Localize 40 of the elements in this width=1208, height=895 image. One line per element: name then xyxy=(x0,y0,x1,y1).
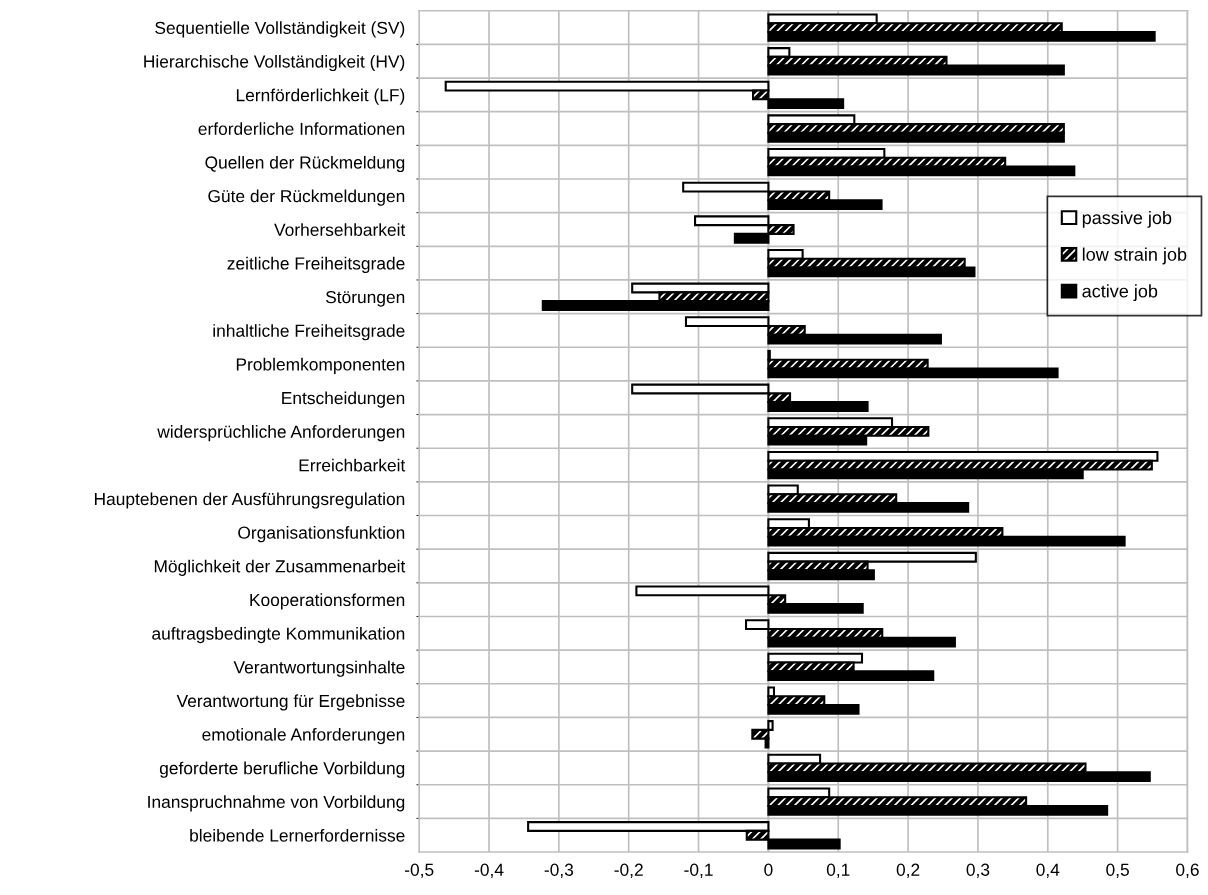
x-tick-label: 0,4 xyxy=(1036,863,1060,878)
y-tick-label: Möglichkeit der Zusammenarbeit xyxy=(154,559,406,576)
x-tick-label: 0,6 xyxy=(1176,863,1199,878)
y-tick-label: Verantwortung für Ergebnisse xyxy=(176,694,405,711)
x-tick-label: 0,3 xyxy=(966,863,990,878)
y-tick-label: widersprüchliche Anforderungen xyxy=(157,425,405,442)
y-tick-label: Hierarchische Vollständigkeit (HV) xyxy=(144,54,405,72)
y-tick-label: emotionale Anforderungen xyxy=(202,727,405,745)
x-tick-label: -0,1 xyxy=(684,863,713,878)
y-tick-label: Inanspruchnahme von Vorbildung xyxy=(148,795,405,812)
x-tick-label: 0,5 xyxy=(1106,863,1129,878)
x-tick-label: 0 xyxy=(764,863,773,876)
y-tick-label: Güte der Rückmeldungen xyxy=(208,189,405,206)
legend-label: passive job xyxy=(1082,210,1172,228)
y-tick-label: auftragsbedingte Kommunikation xyxy=(152,627,405,644)
y-tick-label: geforderte berufliche Vorbildung xyxy=(159,761,405,778)
y-tick-label: Quellen der Rückmeldung xyxy=(205,155,405,173)
y-tick-label: Vorhersehbarkeit xyxy=(274,223,406,236)
legend-label: active job xyxy=(1082,284,1158,302)
y-tick-label: Problemkomponenten xyxy=(236,357,405,374)
legend-label: low strain job xyxy=(1082,247,1187,265)
y-tick-label: Verantwortungsinhalte xyxy=(233,660,405,677)
y-tick-label: Störungen xyxy=(325,290,405,307)
y-tick-label: bleibende Lernerfordernisse xyxy=(190,828,405,842)
x-tick-label: -0,4 xyxy=(474,863,504,878)
y-tick-label: inhaltliche Freiheitsgrade xyxy=(213,324,405,341)
x-tick-label: -0,2 xyxy=(614,863,643,878)
y-tick-label: zeitliche Freiheitsgrade xyxy=(227,256,405,274)
y-tick-label: erforderliche Informationen xyxy=(198,122,405,135)
y-tick-label: Sequentielle Vollständigkeit (SV) xyxy=(155,21,405,38)
y-tick-label: Entscheidungen xyxy=(282,391,405,408)
x-tick-label: -0,3 xyxy=(544,863,574,878)
x-tick-label: 0,2 xyxy=(896,863,920,878)
x-tick-label: -0,5 xyxy=(404,863,434,878)
y-tick-label: Organisationsfunktion xyxy=(238,526,405,543)
y-tick-label: Hauptebenen der Ausführungsregulation xyxy=(94,492,405,509)
y-tick-label: Erreichbarkeit xyxy=(299,458,406,472)
x-tick-label: 0,1 xyxy=(826,863,850,878)
y-tick-label: Lernförderlichkeit (LF) xyxy=(236,88,405,105)
y-tick-label: Kooperationsformen xyxy=(250,593,405,610)
